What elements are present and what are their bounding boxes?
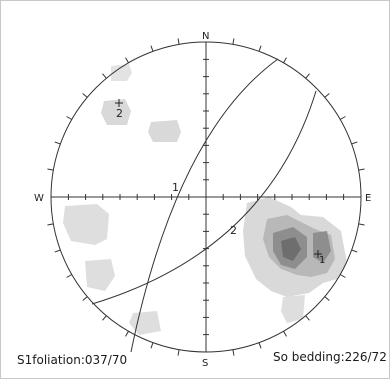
pole-2: 2 — [115, 99, 123, 120]
rim-tick — [283, 57, 287, 64]
plane-1-label: 1 — [172, 181, 179, 194]
rim-tick — [351, 249, 358, 253]
south-label: S — [202, 358, 208, 369]
rim-tick — [177, 38, 180, 45]
pole-2-label: 2 — [116, 107, 123, 120]
great-circle-2 — [91, 90, 317, 305]
density-patch — [63, 204, 109, 245]
rim-ticks — [47, 38, 365, 356]
density-patch — [85, 259, 115, 291]
rim-tick — [258, 342, 262, 349]
rim-tick — [125, 330, 129, 337]
rim-tick — [102, 315, 107, 321]
density-contours — [63, 64, 347, 335]
rim-tick — [339, 116, 346, 120]
rim-tick — [66, 116, 73, 120]
pole-1: 1 — [314, 250, 325, 266]
rim-tick — [232, 349, 235, 356]
north-label: N — [202, 31, 209, 42]
rim-tick — [102, 73, 107, 79]
rim-tick — [358, 168, 365, 171]
rim-tick — [324, 93, 330, 98]
rim-tick — [47, 223, 54, 226]
density-patch — [101, 99, 131, 125]
rim-tick — [351, 141, 358, 145]
rim-tick — [339, 274, 346, 278]
rim-tick — [358, 223, 365, 226]
plane-2-label: 2 — [230, 224, 237, 237]
great-circle-1 — [130, 58, 279, 353]
rim-tick — [54, 141, 61, 145]
density-patch — [129, 311, 161, 335]
rim-tick — [150, 45, 154, 52]
rim-tick — [54, 249, 61, 253]
density-patch — [111, 64, 132, 81]
s1-foliation-caption: S1foliation:037/70 — [17, 353, 128, 367]
pole-1-marker — [314, 250, 322, 258]
rim-tick — [66, 274, 73, 278]
rim-tick — [177, 349, 180, 356]
rim-tick — [305, 73, 310, 79]
rim-tick — [47, 168, 54, 171]
density-patch — [281, 295, 305, 323]
density-patch — [148, 120, 181, 142]
rim-tick — [283, 330, 287, 337]
rim-tick — [82, 93, 88, 98]
rim-tick — [305, 315, 310, 321]
bedding-caption: So bedding:226/72 — [273, 350, 387, 364]
pole-2-marker — [115, 99, 123, 107]
east-label: E — [365, 193, 371, 204]
rim-tick — [324, 296, 330, 301]
density-patch — [281, 237, 301, 261]
rim-tick — [232, 38, 235, 45]
west-label: W — [34, 193, 44, 204]
rim-tick — [82, 296, 88, 301]
rim-tick — [125, 57, 129, 64]
rim-tick — [150, 342, 154, 349]
rim-tick — [258, 45, 262, 52]
pole-1-label: 1 — [319, 255, 325, 266]
